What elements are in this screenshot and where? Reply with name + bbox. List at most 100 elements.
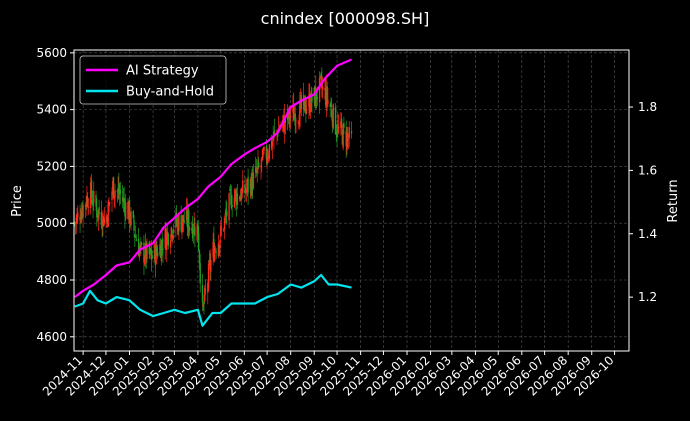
candle-body (348, 127, 350, 138)
candle-body (343, 123, 345, 129)
candle-body (144, 243, 147, 259)
candle-body (249, 179, 252, 189)
candle-body (201, 285, 204, 303)
candle-body (293, 105, 295, 121)
candle-body (202, 304, 204, 307)
candle-body (283, 115, 286, 133)
candle-body (80, 220, 82, 222)
candle-body (255, 167, 257, 173)
candle-body (199, 263, 201, 284)
candle-body (153, 244, 156, 260)
candle-body (270, 140, 273, 149)
y-tick-label: 5600 (36, 46, 67, 60)
candle-body (220, 225, 222, 237)
candle-body (180, 215, 182, 232)
series-line-ai-strategy (74, 58, 352, 298)
candle-body (119, 189, 122, 194)
candle-body (277, 131, 279, 137)
series-lines (74, 58, 352, 327)
candle-body (96, 207, 98, 218)
candle-body (267, 155, 270, 160)
candle-body (116, 190, 119, 192)
candle-body (298, 123, 300, 125)
candle-body (123, 198, 125, 204)
candle-body (345, 130, 347, 147)
candle-body (342, 124, 344, 148)
candle-body (127, 202, 129, 220)
candle-body (135, 239, 138, 241)
y-axis-label: Price (10, 185, 25, 217)
candle-body (159, 244, 161, 256)
candle-body (229, 189, 231, 191)
candle-body (292, 105, 294, 113)
candle-body (91, 199, 93, 204)
candle-body (177, 219, 179, 233)
candle-body (330, 104, 332, 107)
candle-body (118, 192, 121, 195)
candle-body (213, 239, 215, 261)
candle-body (175, 214, 178, 224)
candle-body (215, 251, 217, 253)
candle-body (242, 180, 244, 193)
candle-body (155, 244, 157, 265)
y2-tick-label: 1.6 (638, 163, 657, 177)
candle-body (191, 227, 193, 231)
legend: AI Strategy Buy-and-Hold (79, 55, 227, 105)
candle-body (283, 117, 285, 133)
candle-body (102, 213, 104, 226)
candle-body (129, 219, 131, 223)
candle-body (340, 118, 343, 128)
candle-body (117, 188, 119, 191)
candle-body (84, 205, 87, 207)
candle-body (217, 243, 220, 257)
candle-body (178, 214, 180, 231)
candle-body (112, 180, 114, 191)
candle-body (204, 289, 207, 291)
candle-body (229, 192, 232, 194)
candle-body (148, 242, 150, 255)
candle-body (86, 198, 89, 207)
candle-body (224, 213, 226, 215)
legend-label: AI Strategy (126, 64, 199, 79)
candle-body (245, 189, 247, 192)
candle-body (331, 118, 334, 127)
candle-body (144, 259, 146, 264)
candle-body (169, 240, 172, 248)
candle-body (225, 211, 227, 215)
candle-body (327, 99, 329, 104)
candle-body (203, 301, 205, 305)
series-line-buy-and-hold (74, 273, 352, 327)
candle-body (82, 204, 84, 218)
candle-body (133, 219, 135, 231)
candle-body (86, 195, 88, 208)
candle-body (143, 242, 145, 263)
candle-body (146, 242, 148, 260)
candle-body (100, 212, 103, 226)
candle-body (282, 115, 284, 120)
candle-body (310, 90, 312, 111)
candle-body (252, 172, 255, 189)
candle-body (218, 246, 220, 249)
candle-body (315, 90, 318, 100)
candle-body (265, 146, 268, 160)
candle-body (197, 233, 200, 251)
candle-body (164, 228, 166, 248)
candle-body (297, 122, 299, 124)
candle-body (188, 210, 190, 232)
candle-body (167, 233, 169, 246)
candle-body (267, 157, 269, 159)
candle-body (223, 217, 226, 230)
candle-body (284, 119, 287, 123)
candle-body (80, 211, 83, 221)
candle-body (159, 244, 162, 258)
candle-body (74, 223, 77, 225)
legend-label: Buy-and-Hold (126, 85, 214, 100)
candle-body (262, 152, 265, 154)
candle-body (340, 121, 342, 129)
candle-body (308, 92, 311, 113)
candle-body (324, 89, 327, 105)
candle-body (341, 131, 344, 145)
candle-body (87, 206, 90, 208)
candle-body (305, 110, 307, 115)
candle-body (128, 201, 130, 219)
